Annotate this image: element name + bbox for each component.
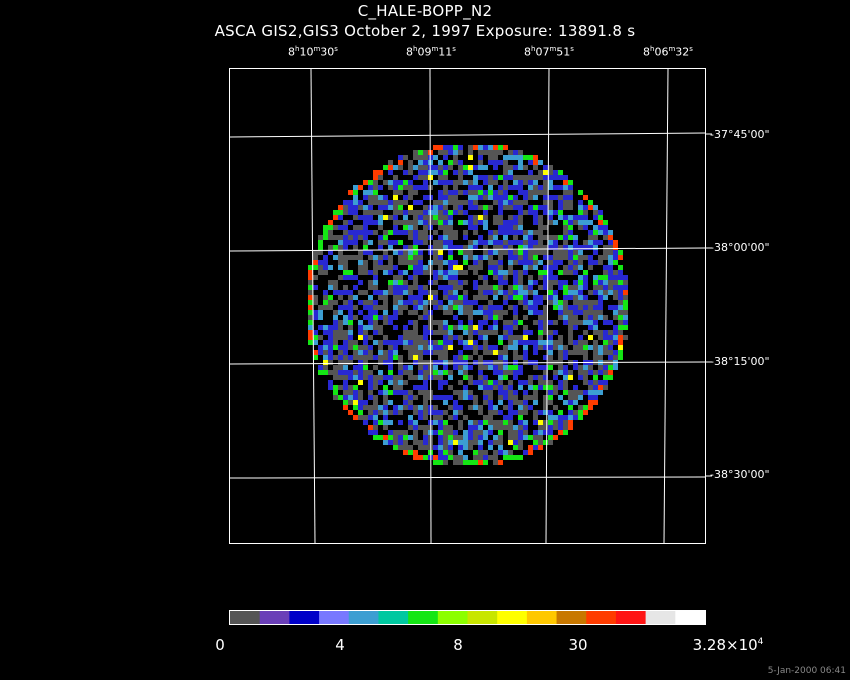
colorbar-tick-label: 0 bbox=[215, 636, 225, 654]
dec-ticks bbox=[705, 133, 712, 477]
ra-gridline bbox=[663, 68, 669, 544]
image-frame bbox=[229, 68, 706, 544]
colorbar-swatch bbox=[259, 611, 290, 624]
image-subtitle: ASCA GIS2,GIS3 October 2, 1997 Exposure:… bbox=[214, 22, 636, 40]
colorbar-swatch bbox=[645, 611, 676, 624]
colorbar-swatch bbox=[289, 611, 320, 624]
colorbar-max-label: 3.28×104 bbox=[692, 636, 764, 654]
colorbar-tick-label: 4 bbox=[335, 636, 345, 654]
colorbar-swatch bbox=[230, 611, 261, 624]
dec-tick-label: -38°00'00" bbox=[710, 241, 770, 254]
colorbar-swatch bbox=[586, 611, 617, 624]
ra-gridline bbox=[429, 68, 432, 544]
colorbar-tick-label: 8 bbox=[453, 636, 463, 654]
colorbar-swatch bbox=[526, 611, 558, 624]
dec-tick-label: -38°15'00" bbox=[710, 355, 770, 368]
colorbar-swatch bbox=[615, 611, 647, 624]
dec-gridline bbox=[229, 476, 706, 479]
colorbar-swatch bbox=[556, 611, 587, 624]
ra-tick-label: 8h09m11s bbox=[406, 45, 456, 59]
colorbar-swatch bbox=[378, 611, 409, 624]
colorbar-swatch bbox=[497, 611, 528, 624]
ra-tick-label: 8h10m30s bbox=[288, 45, 338, 59]
ra-tick-label: 8h06m32s bbox=[643, 45, 693, 59]
ra-gridline bbox=[310, 68, 316, 544]
ra-gridline bbox=[545, 68, 550, 544]
dec-tick-label: -38°30'00" bbox=[710, 468, 770, 481]
colorbar-swatch bbox=[467, 611, 498, 624]
dec-gridline bbox=[229, 247, 706, 252]
colorbar bbox=[230, 611, 706, 624]
timestamp: 5-Jan-2000 06:41 bbox=[767, 666, 846, 676]
colorbar-swatch bbox=[408, 611, 439, 624]
dec-tick-label: -37°45'00" bbox=[710, 128, 770, 141]
xray-counts-map bbox=[308, 145, 628, 465]
colorbar-tick-label: 30 bbox=[568, 636, 588, 654]
colorbar-swatch bbox=[319, 611, 350, 624]
image-title: C_HALE-BOPP_N2 bbox=[357, 2, 493, 20]
dec-gridline bbox=[229, 361, 706, 365]
colorbar-swatch bbox=[348, 611, 379, 624]
colorbar-swatch bbox=[437, 611, 468, 624]
dec-gridline bbox=[229, 132, 706, 138]
coordinate-grid bbox=[229, 68, 712, 544]
colorbar-frame bbox=[229, 610, 706, 625]
ra-tick-label: 8h07m51s bbox=[524, 45, 574, 59]
colorbar-swatch bbox=[675, 611, 706, 624]
